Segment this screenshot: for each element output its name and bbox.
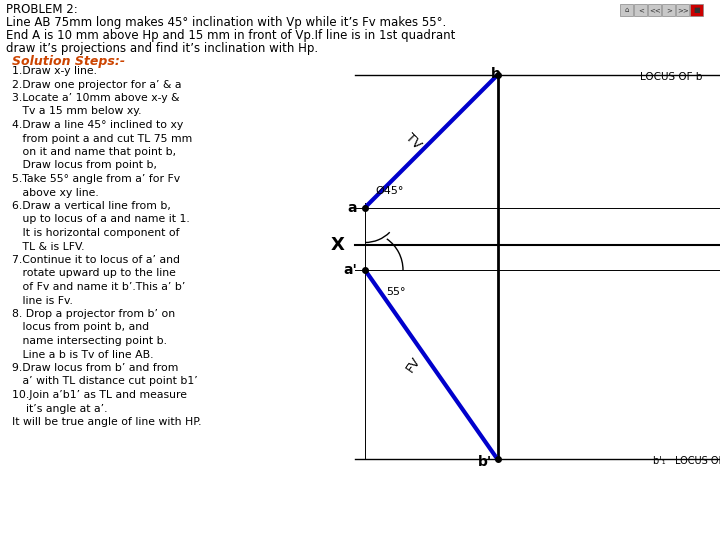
Text: ■: ■ xyxy=(693,7,701,13)
Text: 6.Draw a vertical line from b,: 6.Draw a vertical line from b, xyxy=(12,201,171,211)
Text: locus from point b, and: locus from point b, and xyxy=(12,322,149,333)
Text: from point a and cut TL 75 mm: from point a and cut TL 75 mm xyxy=(12,133,192,144)
Text: PROBLEM 2:: PROBLEM 2: xyxy=(6,3,78,16)
Bar xyxy=(676,4,689,16)
Bar xyxy=(662,4,675,16)
Text: 4.Draw a line 45° inclined to xy: 4.Draw a line 45° inclined to xy xyxy=(12,120,184,130)
Text: name intersecting point b.: name intersecting point b. xyxy=(12,336,167,346)
Text: >: > xyxy=(666,7,672,13)
Bar xyxy=(690,4,703,16)
Text: ⌂: ⌂ xyxy=(625,7,629,13)
Text: Tv a 15 mm below xy.: Tv a 15 mm below xy. xyxy=(12,106,142,117)
Text: 55°: 55° xyxy=(386,287,405,297)
Text: <: < xyxy=(638,7,644,13)
Text: a': a' xyxy=(343,263,357,277)
Text: It will be true angle of line with HP.: It will be true angle of line with HP. xyxy=(12,417,202,427)
Text: TV: TV xyxy=(403,131,423,152)
Text: LOCUS OF b: LOCUS OF b xyxy=(640,72,703,82)
Text: 3.Locate a’ 10mm above x-y &: 3.Locate a’ 10mm above x-y & xyxy=(12,93,179,103)
Text: it’s angle at a’.: it’s angle at a’. xyxy=(12,403,107,414)
Text: draw it’s projections and find it’s inclination with Hp.: draw it’s projections and find it’s incl… xyxy=(6,42,318,55)
Text: 5.Take 55° angle from a’ for Fv: 5.Take 55° angle from a’ for Fv xyxy=(12,174,180,184)
Text: a: a xyxy=(348,200,357,214)
Bar xyxy=(648,4,661,16)
Text: Ø45°: Ø45° xyxy=(375,186,403,195)
Bar xyxy=(620,4,633,16)
Text: Line a b is Tv of line AB.: Line a b is Tv of line AB. xyxy=(12,349,153,360)
Text: a’ with TL distance cut point b1’: a’ with TL distance cut point b1’ xyxy=(12,376,198,387)
Bar xyxy=(634,4,647,16)
Text: on it and name that point b,: on it and name that point b, xyxy=(12,147,176,157)
Text: It is horizontal component of: It is horizontal component of xyxy=(12,228,179,238)
Text: 1.Draw x-y line.: 1.Draw x-y line. xyxy=(12,66,97,76)
Text: Line AB 75mm long makes 45° inclination with Vp while it’s Fv makes 55°.: Line AB 75mm long makes 45° inclination … xyxy=(6,16,446,29)
Text: above xy line.: above xy line. xyxy=(12,187,99,198)
Text: TL & is LFV.: TL & is LFV. xyxy=(12,241,84,252)
Text: <<: << xyxy=(649,7,661,13)
Text: >>: >> xyxy=(677,7,689,13)
Text: b: b xyxy=(490,67,500,81)
Text: Solution Steps:-: Solution Steps:- xyxy=(12,55,125,68)
Text: of Fv and name it b’.This a’ b’: of Fv and name it b’.This a’ b’ xyxy=(12,282,185,292)
Text: End A is 10 mm above Hp and 15 mm in front of Vp.If line is in 1st quadrant: End A is 10 mm above Hp and 15 mm in fro… xyxy=(6,29,455,42)
Text: b': b' xyxy=(478,455,492,469)
Text: Draw locus from point b,: Draw locus from point b, xyxy=(12,160,157,171)
Text: rotate upward up to the line: rotate upward up to the line xyxy=(12,268,176,279)
Text: 10.Join a’b1’ as TL and measure: 10.Join a’b1’ as TL and measure xyxy=(12,390,187,400)
Text: FV: FV xyxy=(403,355,423,375)
Text: line is Fv.: line is Fv. xyxy=(12,295,73,306)
Text: 8. Drop a projector from b’ on: 8. Drop a projector from b’ on xyxy=(12,309,175,319)
Text: 9.Draw locus from b’ and from: 9.Draw locus from b’ and from xyxy=(12,363,179,373)
Text: 7.Continue it to locus of a’ and: 7.Continue it to locus of a’ and xyxy=(12,255,180,265)
Text: b'₁   LOCUS OF: b'₁ LOCUS OF xyxy=(653,456,720,467)
Text: up to locus of a and name it 1.: up to locus of a and name it 1. xyxy=(12,214,190,225)
Text: X: X xyxy=(331,236,345,254)
Text: 2.Draw one projector for a’ & a: 2.Draw one projector for a’ & a xyxy=(12,79,181,90)
